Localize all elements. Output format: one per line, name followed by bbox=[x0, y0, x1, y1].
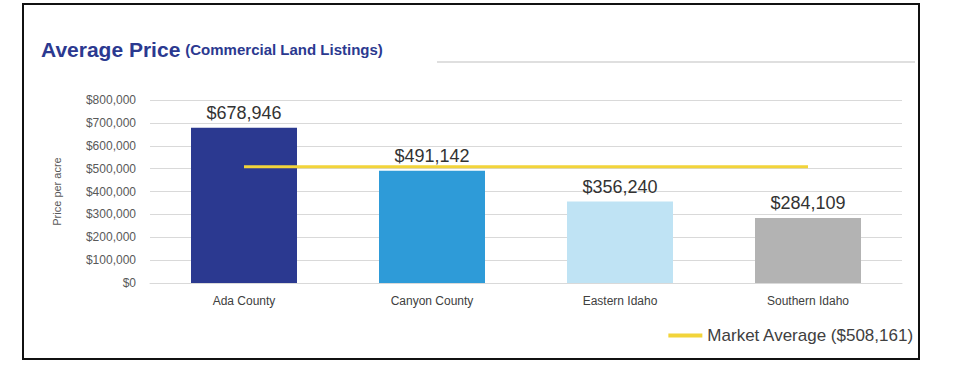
svg-text:Market Average ($508,161): Market Average ($508,161) bbox=[707, 326, 913, 345]
svg-text:Ada County: Ada County bbox=[213, 294, 276, 308]
svg-text:$0: $0 bbox=[123, 276, 137, 290]
svg-text:Canyon County: Canyon County bbox=[391, 294, 474, 308]
svg-text:$284,109: $284,109 bbox=[770, 193, 845, 213]
svg-text:$200,000: $200,000 bbox=[86, 230, 136, 244]
svg-text:$491,142: $491,142 bbox=[394, 146, 469, 166]
svg-text:$356,240: $356,240 bbox=[582, 177, 657, 197]
svg-text:(Commercial Land Listings): (Commercial Land Listings) bbox=[185, 41, 383, 58]
svg-text:Average Price: Average Price bbox=[41, 38, 180, 61]
svg-text:$500,000: $500,000 bbox=[86, 162, 136, 176]
svg-text:$600,000: $600,000 bbox=[86, 139, 136, 153]
svg-text:$300,000: $300,000 bbox=[86, 207, 136, 221]
svg-text:Eastern Idaho: Eastern Idaho bbox=[583, 294, 658, 308]
svg-text:Southern Idaho: Southern Idaho bbox=[767, 294, 849, 308]
svg-text:$100,000: $100,000 bbox=[86, 253, 136, 267]
svg-text:$400,000: $400,000 bbox=[86, 185, 136, 199]
svg-text:$700,000: $700,000 bbox=[86, 116, 136, 130]
svg-text:$800,000: $800,000 bbox=[86, 93, 136, 107]
svg-text:$678,946: $678,946 bbox=[206, 103, 281, 123]
svg-text:Price per acre: Price per acre bbox=[51, 157, 63, 225]
